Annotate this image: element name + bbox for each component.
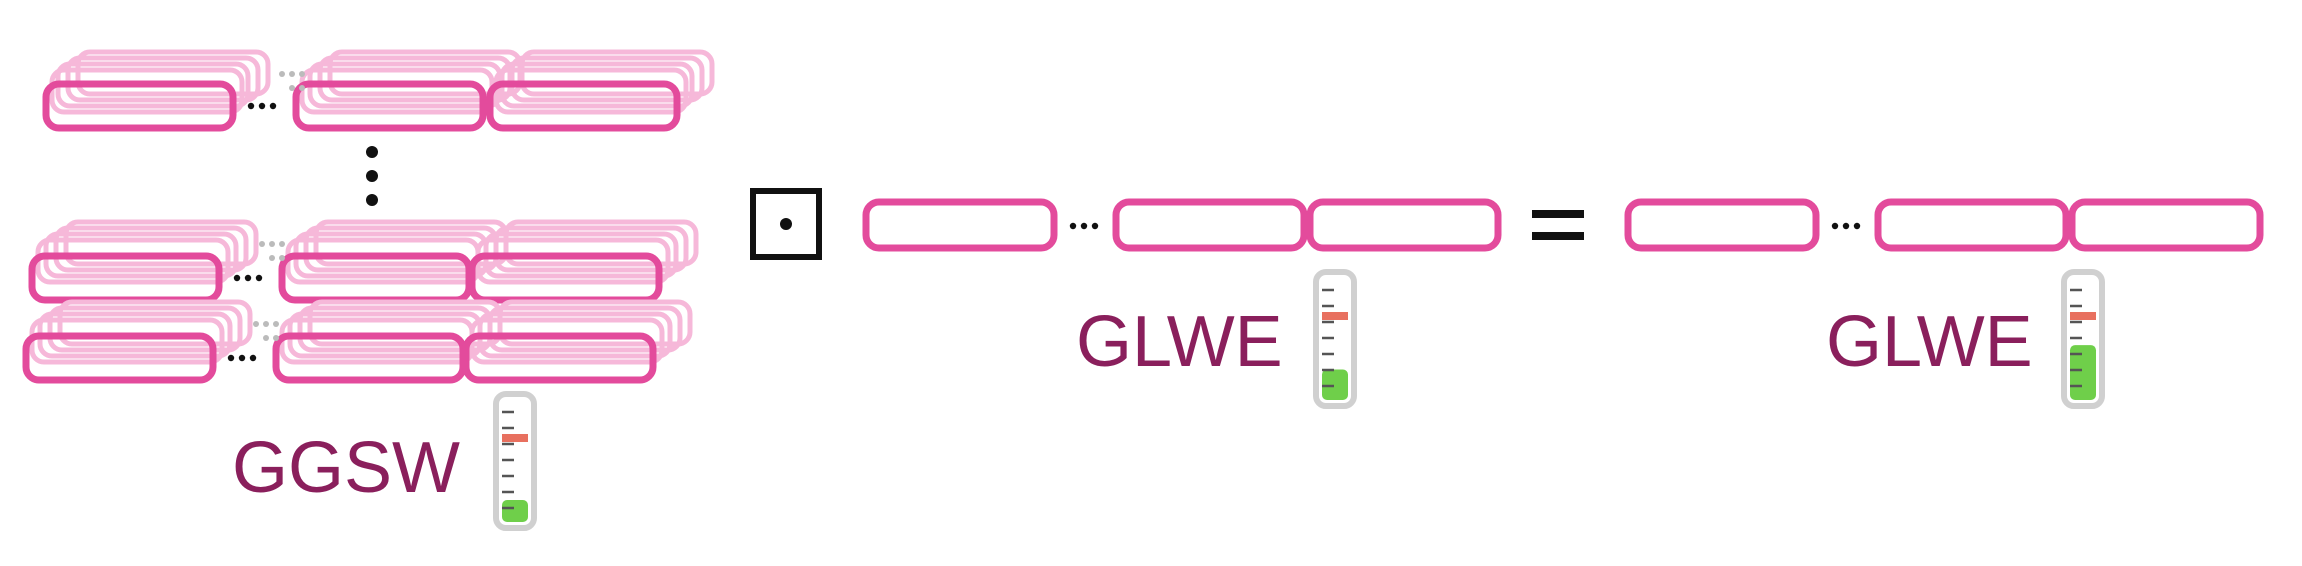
ggsw-row-3-shadows [29,299,693,365]
ggsw-row-1-poly-body [486,80,681,132]
equals-bottom-bar [1532,232,1584,240]
ggsw-row-3-ellipsis [227,354,257,362]
glwe-input-poly-body [1306,198,1502,252]
boxed-dot-square [750,188,822,260]
noise-level-fill [502,500,528,522]
ggsw-vertical-ellipsis [366,146,378,206]
ggsw-row-1-poly-k [292,80,487,132]
glwe-input-ciphertext: GLWE [862,198,1502,409]
ggsw-row-3 [22,332,657,384]
ggsw-label: GGSW [232,428,460,508]
glwe-output-ciphertext: GLWE [1624,198,2264,409]
noise-bound-marker [2070,312,2096,320]
ggsw-row-1-ellipsis [247,102,277,110]
boxed-dot-center [780,218,792,230]
ggsw-row-2-shadows [35,219,699,285]
ggsw-row-1-shadow-ellipsis [279,71,305,91]
thermometer-ticks [1322,288,1334,388]
glwe-input-ellipsis [1069,222,1099,230]
ggsw-noise-thermometer [493,391,537,531]
glwe-output-ellipsis [1831,222,1861,230]
glwe-output-label: GLWE [1826,302,2033,382]
thermometer-ticks [2070,288,2082,388]
ggsw-row-1-poly-first [42,80,237,132]
ggsw-row-3-poly-first [22,332,217,384]
ggsw-ciphertext: GGSW [22,49,715,531]
ggsw-row-3-poly-body [462,332,657,384]
ggsw-row-2-ellipsis [233,274,263,282]
glwe-output-noise-thermometer [2061,269,2105,409]
glwe-output-poly-k [1874,198,2070,252]
equals-top-bar [1532,210,1584,218]
noise-bound-marker [1322,312,1348,320]
glwe-output-poly-body [2068,198,2264,252]
glwe-output-poly-first [1624,198,1820,252]
equals-sign [1532,210,1584,240]
glwe-input-poly-first [862,198,1058,252]
external-product-operator [750,188,822,260]
noise-level-fill [1322,369,1348,400]
ggsw-row-2-shadow-ellipsis [259,241,285,261]
thermometer-ticks [502,410,514,510]
glwe-input-noise-thermometer [1313,269,1357,409]
ggsw-row-1 [42,80,681,132]
glwe-input-label: GLWE [1076,302,1283,382]
ggsw-row-3-shadow-ellipsis [253,321,279,341]
glwe-input-poly-k [1112,198,1308,252]
noise-bound-marker [502,434,528,442]
